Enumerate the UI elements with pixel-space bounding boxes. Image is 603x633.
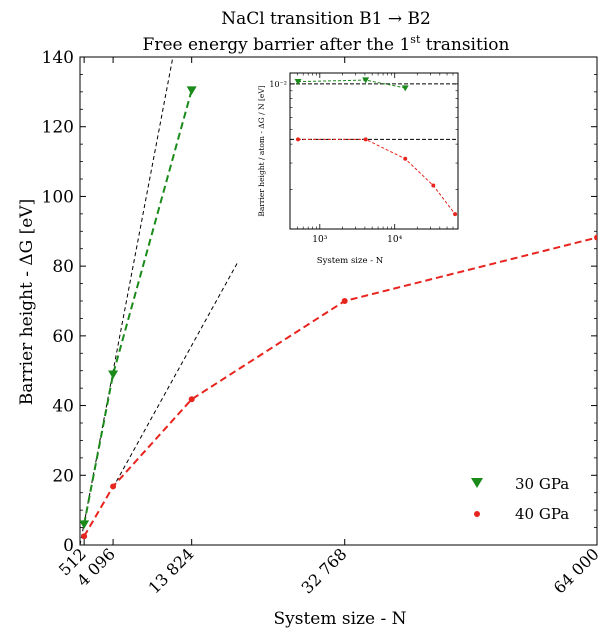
inset-x-tick-label: 10³ xyxy=(312,235,327,245)
y-axis-label: Barrier height - ΔG [eV] xyxy=(17,199,37,405)
data-point xyxy=(594,234,597,241)
legend-label-30gpa: 30 GPa xyxy=(515,475,569,493)
y-tick-label: 40 xyxy=(52,397,74,417)
inset-data-point xyxy=(362,77,370,84)
legend-label-40gpa: 40 GPa xyxy=(515,505,569,523)
inset-plot: System size - N Barrier height / atom - … xyxy=(257,72,459,266)
inset-data-point xyxy=(294,78,302,85)
inset-x-axis-label: System size - N xyxy=(317,256,384,266)
inset-data-point xyxy=(363,137,368,142)
y-tick-label: 60 xyxy=(52,327,74,347)
x-tick-label: 64 000 xyxy=(550,544,603,597)
inset-x-tick-label: 10⁴ xyxy=(387,235,402,245)
main-plot-content xyxy=(80,57,597,545)
chart-title-line1: NaCl transition B1 → B2 xyxy=(221,9,431,29)
inset-plot-content xyxy=(290,77,458,217)
y-tick-label: 100 xyxy=(42,187,74,207)
y-tick-label: 20 xyxy=(52,466,74,486)
legend-marker-30gpa xyxy=(471,478,483,488)
data-point xyxy=(188,396,195,403)
x-axis-label: System size - N xyxy=(274,609,407,629)
inset-data-point xyxy=(296,137,301,142)
x-tick-label: 32 768 xyxy=(298,544,351,597)
y-tick-label: 80 xyxy=(52,257,74,277)
data-point xyxy=(341,298,348,304)
chart-title-line2: Free energy barrier after the 1st transi… xyxy=(143,33,510,55)
inset-data-point xyxy=(431,183,436,188)
legend-marker-40gpa xyxy=(474,511,480,517)
data-point xyxy=(110,483,117,490)
reference-line xyxy=(112,262,238,488)
series-line-40-gpa xyxy=(83,236,597,537)
inset-y-axis-label: Barrier height / atom - ΔG / N [eV] xyxy=(257,85,266,216)
inset-y-tick-label: 10⁻² xyxy=(269,80,287,89)
y-tick-label: 140 xyxy=(42,48,74,68)
inset-frame xyxy=(289,72,459,230)
inset-data-point xyxy=(401,85,409,92)
data-point xyxy=(108,370,119,379)
reference-line xyxy=(80,57,174,545)
series-line-30-gpa xyxy=(83,89,193,525)
legend: 30 GPa 40 GPa xyxy=(471,475,569,523)
y-tick-label: 120 xyxy=(42,118,74,138)
x-tick-label: 13 824 xyxy=(144,544,197,597)
data-point xyxy=(186,86,197,95)
data-point xyxy=(80,520,90,529)
inset-data-point xyxy=(453,212,458,217)
y-tick-label: 0 xyxy=(63,536,74,556)
inset-data-point xyxy=(403,156,408,161)
data-point xyxy=(81,533,88,540)
